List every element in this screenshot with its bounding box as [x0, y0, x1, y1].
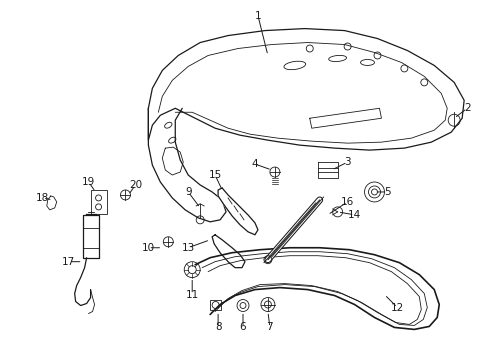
Text: 7: 7 — [266, 323, 273, 332]
Text: 14: 14 — [347, 210, 361, 220]
Text: 2: 2 — [463, 103, 469, 113]
Text: 20: 20 — [129, 180, 142, 190]
Text: 11: 11 — [185, 289, 199, 300]
Text: 5: 5 — [384, 187, 390, 197]
Text: 3: 3 — [344, 157, 350, 167]
Text: 15: 15 — [208, 170, 221, 180]
Text: 17: 17 — [62, 257, 75, 267]
Text: 13: 13 — [181, 243, 194, 253]
Text: 8: 8 — [214, 323, 221, 332]
Text: 4: 4 — [251, 159, 258, 169]
Polygon shape — [212, 235, 244, 268]
Text: 19: 19 — [82, 177, 95, 187]
Polygon shape — [162, 147, 183, 175]
Text: 16: 16 — [340, 197, 353, 207]
Text: 9: 9 — [184, 187, 191, 197]
Text: 6: 6 — [239, 323, 246, 332]
Text: 12: 12 — [390, 302, 403, 312]
Text: 10: 10 — [142, 243, 155, 253]
Polygon shape — [218, 188, 258, 235]
Text: 18: 18 — [36, 193, 49, 203]
Text: 1: 1 — [254, 11, 261, 21]
